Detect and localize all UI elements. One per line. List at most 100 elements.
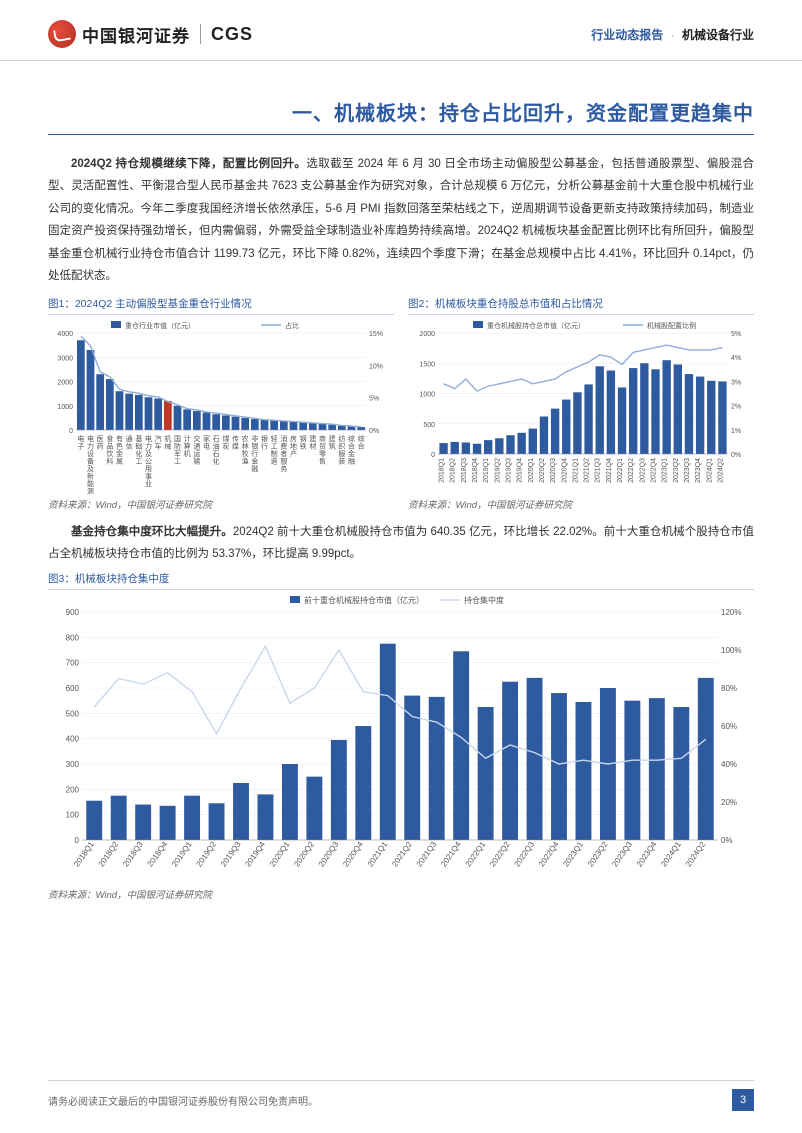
- svg-text:2022Q1: 2022Q1: [464, 840, 488, 869]
- svg-text:120%: 120%: [721, 608, 741, 617]
- svg-text:房: 房: [290, 434, 297, 443]
- svg-text:饮: 饮: [106, 449, 113, 458]
- svg-text:2020Q2: 2020Q2: [539, 457, 546, 482]
- svg-text:重仓行业市值（亿元）: 重仓行业市值（亿元）: [125, 321, 195, 330]
- svg-text:2019Q1: 2019Q1: [170, 840, 194, 869]
- svg-text:前十重仓机械股持仓市值（亿元）: 前十重仓机械股持仓市值（亿元）: [304, 595, 424, 605]
- fig3-source: 资料来源：Wind，中国银河证券研究院: [48, 887, 754, 901]
- para1-lead: 2024Q2 持仓规模继续下降，配置比例回升。: [71, 158, 306, 170]
- svg-text:军: 军: [174, 450, 181, 458]
- svg-text:700: 700: [66, 659, 80, 668]
- svg-text:材: 材: [309, 441, 316, 450]
- svg-text:80%: 80%: [721, 684, 737, 693]
- section-title: 一、机械板块：持仓占比回升，资金配置更趋集中: [48, 97, 754, 126]
- svg-text:能: 能: [87, 479, 94, 488]
- svg-text:2023Q2: 2023Q2: [673, 457, 680, 482]
- svg-text:2018Q4: 2018Q4: [146, 840, 170, 869]
- svg-text:2%: 2%: [731, 403, 741, 410]
- svg-text:油: 油: [213, 441, 220, 450]
- svg-text:4%: 4%: [731, 355, 741, 362]
- svg-text:金: 金: [116, 449, 123, 458]
- svg-text:800: 800: [66, 634, 80, 643]
- header-report-type: 行业动态报告: [591, 28, 663, 42]
- svg-text:2020Q4: 2020Q4: [561, 457, 568, 482]
- logo-text-en: CGS: [211, 24, 253, 45]
- svg-text:合: 合: [348, 441, 355, 450]
- fig3-chart: 前十重仓机械股持仓市值（亿元）持仓集中度01002003004005006007…: [48, 594, 754, 884]
- svg-text:2022Q1: 2022Q1: [617, 457, 624, 482]
- svg-text:渔: 渔: [242, 456, 249, 465]
- header-right: 行业动态报告 · 机械设备行业: [591, 26, 754, 43]
- svg-text:产: 产: [290, 449, 297, 458]
- svg-text:2021Q3: 2021Q3: [415, 840, 439, 869]
- svg-text:公: 公: [145, 457, 152, 465]
- svg-text:色: 色: [116, 441, 123, 450]
- svg-text:设: 设: [87, 449, 94, 458]
- svg-text:2023Q3: 2023Q3: [684, 457, 691, 482]
- svg-text:输: 输: [193, 456, 200, 465]
- svg-text:2018Q1: 2018Q1: [439, 457, 446, 482]
- svg-text:2021Q1: 2021Q1: [366, 840, 390, 869]
- disclaimer: 请务必阅读正文最后的中国银河证券股份有限公司免责声明。: [48, 1093, 318, 1108]
- logo-divider: [200, 24, 201, 44]
- svg-text:2022Q3: 2022Q3: [512, 840, 536, 869]
- svg-text:300: 300: [66, 760, 80, 769]
- svg-text:零: 零: [319, 450, 326, 458]
- svg-text:属: 属: [116, 457, 123, 465]
- svg-text:电: 电: [87, 434, 94, 443]
- svg-text:防: 防: [174, 441, 181, 450]
- svg-text:牧: 牧: [242, 449, 249, 458]
- svg-text:及: 及: [87, 465, 94, 473]
- svg-text:运: 运: [193, 450, 200, 458]
- svg-text:料: 料: [106, 456, 113, 465]
- svg-text:0%: 0%: [731, 452, 741, 459]
- svg-text:融: 融: [251, 464, 258, 473]
- svg-text:者: 者: [280, 450, 287, 458]
- svg-text:15%: 15%: [369, 331, 383, 338]
- svg-text:2018Q4: 2018Q4: [472, 457, 479, 482]
- svg-text:轻: 轻: [271, 434, 278, 443]
- svg-text:机: 机: [184, 449, 191, 458]
- svg-text:综: 综: [348, 434, 355, 443]
- svg-text:2019Q2: 2019Q2: [194, 840, 218, 869]
- svg-text:2021Q2: 2021Q2: [584, 457, 591, 482]
- svg-text:60%: 60%: [721, 722, 737, 731]
- fig2-source: 资料来源：Wind，中国银河证券研究院: [408, 497, 754, 511]
- svg-text:2024Q1: 2024Q1: [659, 840, 683, 869]
- svg-text:化: 化: [213, 456, 220, 465]
- svg-text:铁: 铁: [300, 441, 307, 450]
- svg-text:用: 用: [145, 465, 152, 473]
- svg-text:2019Q3: 2019Q3: [219, 840, 243, 869]
- svg-text:工: 工: [174, 458, 181, 465]
- svg-text:4000: 4000: [57, 331, 73, 338]
- svg-text:售: 售: [319, 456, 326, 465]
- svg-text:银: 银: [261, 434, 268, 443]
- svg-text:2024Q1: 2024Q1: [706, 457, 713, 482]
- svg-text:持仓集中度: 持仓集中度: [464, 595, 504, 605]
- svg-text:0%: 0%: [721, 836, 733, 845]
- svg-text:力: 力: [87, 441, 94, 450]
- svg-text:0: 0: [431, 452, 435, 459]
- fig1-source: 资料来源：Wind，中国银河证券研究院: [48, 497, 394, 511]
- svg-text:工: 工: [271, 443, 278, 450]
- svg-text:建: 建: [309, 434, 316, 443]
- svg-text:通: 通: [193, 441, 200, 450]
- svg-text:2021Q2: 2021Q2: [390, 840, 414, 869]
- svg-text:200: 200: [66, 786, 80, 795]
- svg-text:2020Q3: 2020Q3: [550, 457, 557, 482]
- svg-text:2021Q4: 2021Q4: [439, 840, 463, 869]
- svg-text:40%: 40%: [721, 760, 737, 769]
- svg-text:2023Q4: 2023Q4: [695, 457, 702, 482]
- svg-text:20%: 20%: [721, 798, 737, 807]
- svg-text:工: 工: [135, 458, 142, 465]
- page-footer: 请务必阅读正文最后的中国银河证券股份有限公司免责声明。 3: [48, 1080, 754, 1111]
- svg-text:织: 织: [338, 441, 345, 450]
- svg-text:500: 500: [423, 421, 435, 428]
- svg-text:10%: 10%: [369, 363, 383, 370]
- svg-text:煤: 煤: [222, 434, 229, 443]
- svg-text:2023Q1: 2023Q1: [561, 840, 585, 869]
- svg-text:2000: 2000: [57, 379, 73, 386]
- svg-text:2019Q2: 2019Q2: [494, 457, 501, 482]
- svg-text:造: 造: [271, 456, 278, 465]
- svg-text:2019Q4: 2019Q4: [517, 457, 524, 482]
